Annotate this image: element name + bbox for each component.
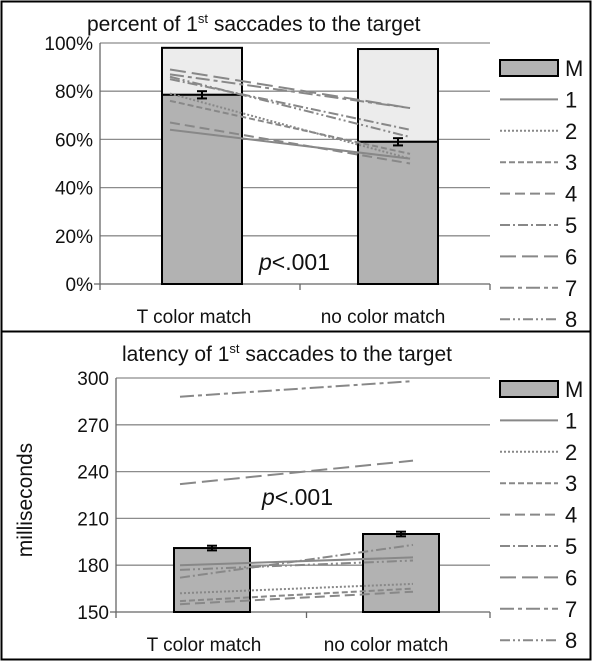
chart-1-y-tick-label: 40%: [55, 179, 93, 200]
chart-2-legend-label: 5: [565, 534, 577, 559]
chart-1-series-1-line: [169, 128, 411, 160]
chart-1-series-7-line: [169, 73, 411, 110]
chart-1-x-tick-label: T color match: [137, 307, 252, 328]
chart-1-pvalue: p<.001: [258, 249, 330, 275]
chart-1-legend-label: 7: [565, 276, 577, 301]
chart-2-y-tick-label: 210: [77, 509, 109, 530]
chart-2-legend-label: M: [565, 377, 583, 402]
chart-2-legend-label: 3: [565, 471, 577, 496]
chart-1-y-tick-label: 80%: [55, 82, 93, 103]
chart-1-y-tick-label: 100%: [44, 34, 93, 55]
chart-2-legend-label: 1: [565, 408, 577, 433]
bottom-panel-frame: [0, 330, 592, 661]
chart-1-series-4-line: [169, 121, 411, 165]
chart-1-series-2-line: [169, 92, 411, 160]
chart-2-ylabel: milliseconds: [14, 443, 37, 557]
chart-2-pvalue: p<.001: [261, 484, 333, 510]
chart-1-legend-label: 8: [565, 307, 577, 332]
chart-1-legend-label: 6: [565, 244, 577, 269]
chart-1-bar-1: [161, 93, 243, 285]
chart-1-y-tick-label: 20%: [55, 227, 93, 248]
chart-2-x-tick-label: no color match: [324, 635, 449, 656]
chart-1-y-tick-label: 0%: [66, 275, 94, 296]
chart-1-legend-label: 5: [565, 213, 577, 238]
chart-1-legend-label: 3: [565, 150, 577, 175]
chart-2-series-4-line: [179, 590, 414, 606]
chart-2-y-tick-label: 240: [77, 463, 109, 484]
chart-1-y-tick-label: 60%: [55, 130, 93, 151]
chart-1-bar-remainder: [161, 46, 243, 96]
chart-2-legend-label: 6: [565, 565, 577, 590]
chart-1-legend-swatch-M: [499, 59, 559, 77]
chart-2-series-7-line: [179, 380, 414, 398]
chart-2-series-6-line: [179, 459, 414, 486]
chart-1-legend-label: 1: [565, 87, 577, 112]
chart-2-y-tick-label: 150: [77, 603, 109, 624]
chart-1-bar-2: [357, 140, 439, 285]
chart-1-bar-remainder: [357, 48, 439, 143]
chart-1-legend-label: 2: [565, 119, 577, 144]
chart-2-legend-label: 7: [565, 597, 577, 622]
chart-1-series-8-line: [169, 75, 411, 138]
chart-2-series-5-line: [179, 543, 414, 579]
chart-2-legend-label: 2: [565, 440, 577, 465]
plot-layer: 0% 20% 40% 60% 80% 100% T color match no color …: [44, 34, 583, 656]
chart-2-x-tick-label: T color match: [147, 635, 262, 656]
chart-1-x-tick-label: no color match: [321, 307, 446, 328]
chart-1-legend-label: 4: [565, 182, 577, 207]
chart-2-legend-label: 8: [565, 628, 577, 653]
chart-1-title: percent of 1st saccades to the target: [87, 11, 421, 36]
chart-1-legend-label: M: [565, 56, 583, 81]
chart-2-title: latency of 1st saccades to the target: [122, 341, 452, 366]
chart-2-legend-swatch-M: [499, 380, 559, 398]
chart-2-y-tick-label: 270: [77, 416, 109, 437]
chart-2-series-8-line: [179, 559, 414, 571]
chart-2-y-tick-label: 300: [77, 369, 109, 390]
chart-2-legend-label: 4: [565, 503, 577, 528]
chart-2-series-2-line: [179, 582, 414, 595]
chart-2-y-tick-label: 180: [77, 556, 109, 577]
chart-1-series-3-line: [169, 99, 411, 155]
chart-2-series-3-line: [179, 587, 414, 603]
